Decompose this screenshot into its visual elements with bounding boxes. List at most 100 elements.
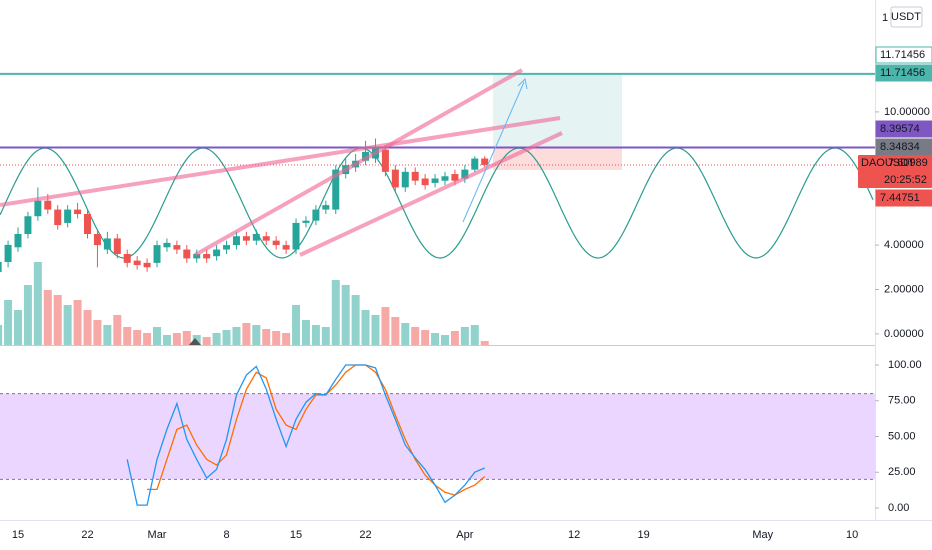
- volume-bar: [391, 317, 400, 345]
- candle-body: [471, 158, 479, 170]
- volume-bar: [202, 337, 211, 345]
- y-tick-label: 0.00: [888, 502, 909, 514]
- candle-body: [163, 242, 171, 248]
- candle-body: [113, 238, 121, 254]
- candle-body: [322, 205, 330, 210]
- price-label: 7.44751: [880, 192, 920, 204]
- candle-body: [242, 236, 250, 241]
- candle-body: [74, 209, 82, 215]
- volume-bar: [93, 320, 102, 345]
- trend-line: [299, 131, 563, 257]
- candle-body: [451, 174, 459, 181]
- volume-bar: [0, 325, 3, 345]
- candle-body: [481, 158, 489, 165]
- volume-bar: [480, 341, 489, 345]
- volume-bar: [222, 330, 231, 345]
- cut-tick: 1: [882, 12, 888, 24]
- volume-bar: [361, 310, 370, 345]
- volume-bar: [113, 315, 122, 345]
- volume-bar: [172, 333, 181, 345]
- candle-body: [173, 245, 181, 250]
- volume-bar: [153, 327, 162, 345]
- volume-bar: [192, 335, 201, 345]
- price-label: 11.71456: [880, 49, 925, 61]
- trend-line: [194, 68, 523, 257]
- countdown: 20:25:52: [884, 174, 927, 186]
- candle-body: [232, 236, 240, 246]
- y-tick-label: 25.00: [888, 466, 916, 478]
- y-tick-label: 10.00000: [884, 106, 930, 118]
- volume-bar: [341, 285, 350, 345]
- candle-body: [213, 249, 221, 257]
- symbol-box: [858, 155, 932, 188]
- symbol-label: DAOUSDT: [861, 157, 915, 169]
- candle-body: [441, 176, 449, 181]
- volume-bar: [43, 290, 52, 345]
- candle-body: [461, 169, 469, 179]
- candle-body: [153, 245, 161, 263]
- candle-body: [292, 222, 300, 250]
- volume-bar: [53, 295, 62, 345]
- volume-bar: [351, 295, 360, 345]
- volume-bar: [440, 335, 449, 345]
- stop-zone: [493, 148, 622, 170]
- stochastic: [0, 364, 875, 506]
- volume-bar: [460, 327, 469, 345]
- x-tick-label: 15: [290, 529, 302, 541]
- volume-bar: [133, 330, 142, 345]
- volume-bar: [212, 333, 221, 345]
- y-tick-label: 100.00: [888, 359, 922, 371]
- volume-bar: [143, 333, 152, 345]
- candle-body: [183, 249, 191, 259]
- candle-body: [252, 233, 260, 241]
- y-tick-label: 2.00000: [884, 283, 924, 295]
- volume-bar: [123, 327, 132, 345]
- candle-body: [103, 238, 111, 250]
- volume-bar: [371, 315, 380, 345]
- candle-body: [54, 209, 62, 226]
- volume-bar: [232, 327, 241, 345]
- stoch-band: [0, 393, 875, 480]
- volume-bar: [73, 300, 82, 345]
- candle-body: [133, 260, 141, 266]
- candle-body: [4, 244, 12, 262]
- price-label-box: [875, 46, 932, 64]
- candle-body: [262, 236, 270, 241]
- candle-body: [312, 209, 320, 221]
- stoch-k: [126, 364, 485, 506]
- volume-bar: [272, 331, 281, 345]
- volume-bar: [103, 325, 112, 345]
- candle-body: [93, 233, 101, 246]
- arrow-line: [462, 81, 525, 223]
- volume-bar: [63, 305, 72, 345]
- y-tick-label: 75.00: [888, 395, 916, 407]
- volume-bar: [242, 323, 251, 345]
- candle-body: [302, 220, 310, 223]
- volume-bar: [33, 262, 42, 345]
- volume-bar: [4, 300, 13, 345]
- volume-bar: [292, 305, 301, 345]
- y-tick-label: 4.00000: [884, 239, 924, 251]
- x-tick-label: Apr: [456, 529, 473, 541]
- x-tick-label: 22: [81, 529, 93, 541]
- candle-body: [34, 200, 42, 217]
- volume-bar: [162, 335, 171, 345]
- volume-bar: [311, 325, 320, 345]
- candle-body: [431, 178, 439, 183]
- volume-bar: [421, 330, 430, 345]
- volume-bar: [262, 329, 271, 345]
- volume-bar: [252, 325, 261, 345]
- candle-body: [84, 214, 92, 234]
- volume-bar: [182, 331, 191, 345]
- price-label: 11.71456: [880, 67, 925, 79]
- volume-bar: [431, 333, 440, 345]
- candle-body: [421, 178, 429, 186]
- volume-bar: [301, 320, 310, 345]
- volume-bar: [321, 327, 330, 345]
- y-tick-label: 0.00000: [884, 328, 924, 340]
- currency-badge: [890, 6, 923, 28]
- volume-bar: [331, 280, 340, 345]
- marker: [189, 338, 201, 345]
